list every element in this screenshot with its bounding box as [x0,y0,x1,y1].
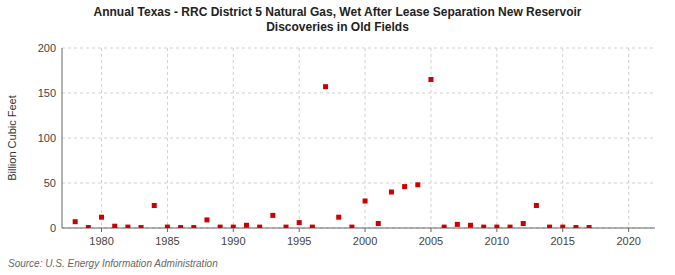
x-tick-label: 1980 [89,235,113,247]
point [402,184,407,189]
y-tick-label: 50 [44,177,56,189]
x-tick-label: 1985 [155,235,179,247]
point [560,225,565,228]
point [178,225,183,228]
x-grid-line [628,48,629,228]
x-tick [628,228,629,232]
point [455,222,460,227]
point [257,225,262,228]
y-grid-line [62,228,655,229]
point [428,77,433,82]
x-tick-label: 2020 [616,235,640,247]
y-tick-label: 0 [50,222,56,234]
point [297,220,302,225]
point [204,217,209,222]
x-tick [430,228,431,232]
points [73,77,592,228]
x-grid-line [233,48,234,228]
x-tick-label: 2010 [485,235,509,247]
point [99,215,104,220]
x-tick [101,228,102,232]
y-grid-line [62,48,655,49]
x-axis-line [62,228,655,229]
point [494,225,499,228]
grid [62,48,655,228]
x-tick [562,228,563,232]
point [125,225,130,228]
x-grid-line [430,48,431,228]
point [323,84,328,89]
point [573,225,578,228]
y-axis-label: Billion Cubic Feet [6,95,18,181]
title-line: Discoveries in Old Fields [266,20,409,34]
chart: Annual Texas - RRC District 5 Natural Ga… [0,0,675,275]
point [468,223,473,228]
point [112,224,117,228]
x-tick-label: 1995 [287,235,311,247]
point [284,225,289,228]
y-grid-line [62,183,655,184]
point [415,182,420,187]
title: Annual Texas - RRC District 5 Natural Ga… [94,5,582,34]
point [376,221,381,226]
point [231,225,236,228]
point [191,225,196,228]
point [152,203,157,208]
point [310,225,315,228]
x-tick [233,228,234,232]
x-tick-label: 1990 [221,235,245,247]
point [349,225,354,228]
x-tick [299,228,300,232]
x-tick [167,228,168,232]
point [165,225,170,228]
y-grid-line [62,138,655,139]
point [244,223,249,228]
point [587,225,592,228]
point [534,203,539,208]
x-tick [365,228,366,232]
point [508,225,513,228]
point [73,219,78,224]
point [270,213,275,218]
point [218,225,223,228]
x-tick-label: 2005 [419,235,443,247]
point [547,225,552,228]
x-tick [496,228,497,232]
y-tick-label: 100 [38,132,56,144]
source: Source: U.S. Energy Information Administ… [8,258,218,269]
y-axis-line [62,48,63,228]
point [336,215,341,220]
point [389,190,394,195]
point [481,225,486,228]
x-grid-line [562,48,563,228]
point [86,225,91,228]
x-grid-line [167,48,168,228]
point [363,199,368,204]
point [442,225,447,228]
y-tick-label: 150 [38,87,56,99]
point [139,225,144,228]
y-grid-line [62,93,655,94]
x-tick-label: 2015 [551,235,575,247]
background [0,0,675,275]
title-line: Annual Texas - RRC District 5 Natural Ga… [94,5,582,19]
x-grid-line [101,48,102,228]
x-grid-line [496,48,497,228]
point [521,221,526,226]
y-tick-label: 200 [38,42,56,54]
x-grid-line [299,48,300,228]
x-tick-label: 2000 [353,235,377,247]
